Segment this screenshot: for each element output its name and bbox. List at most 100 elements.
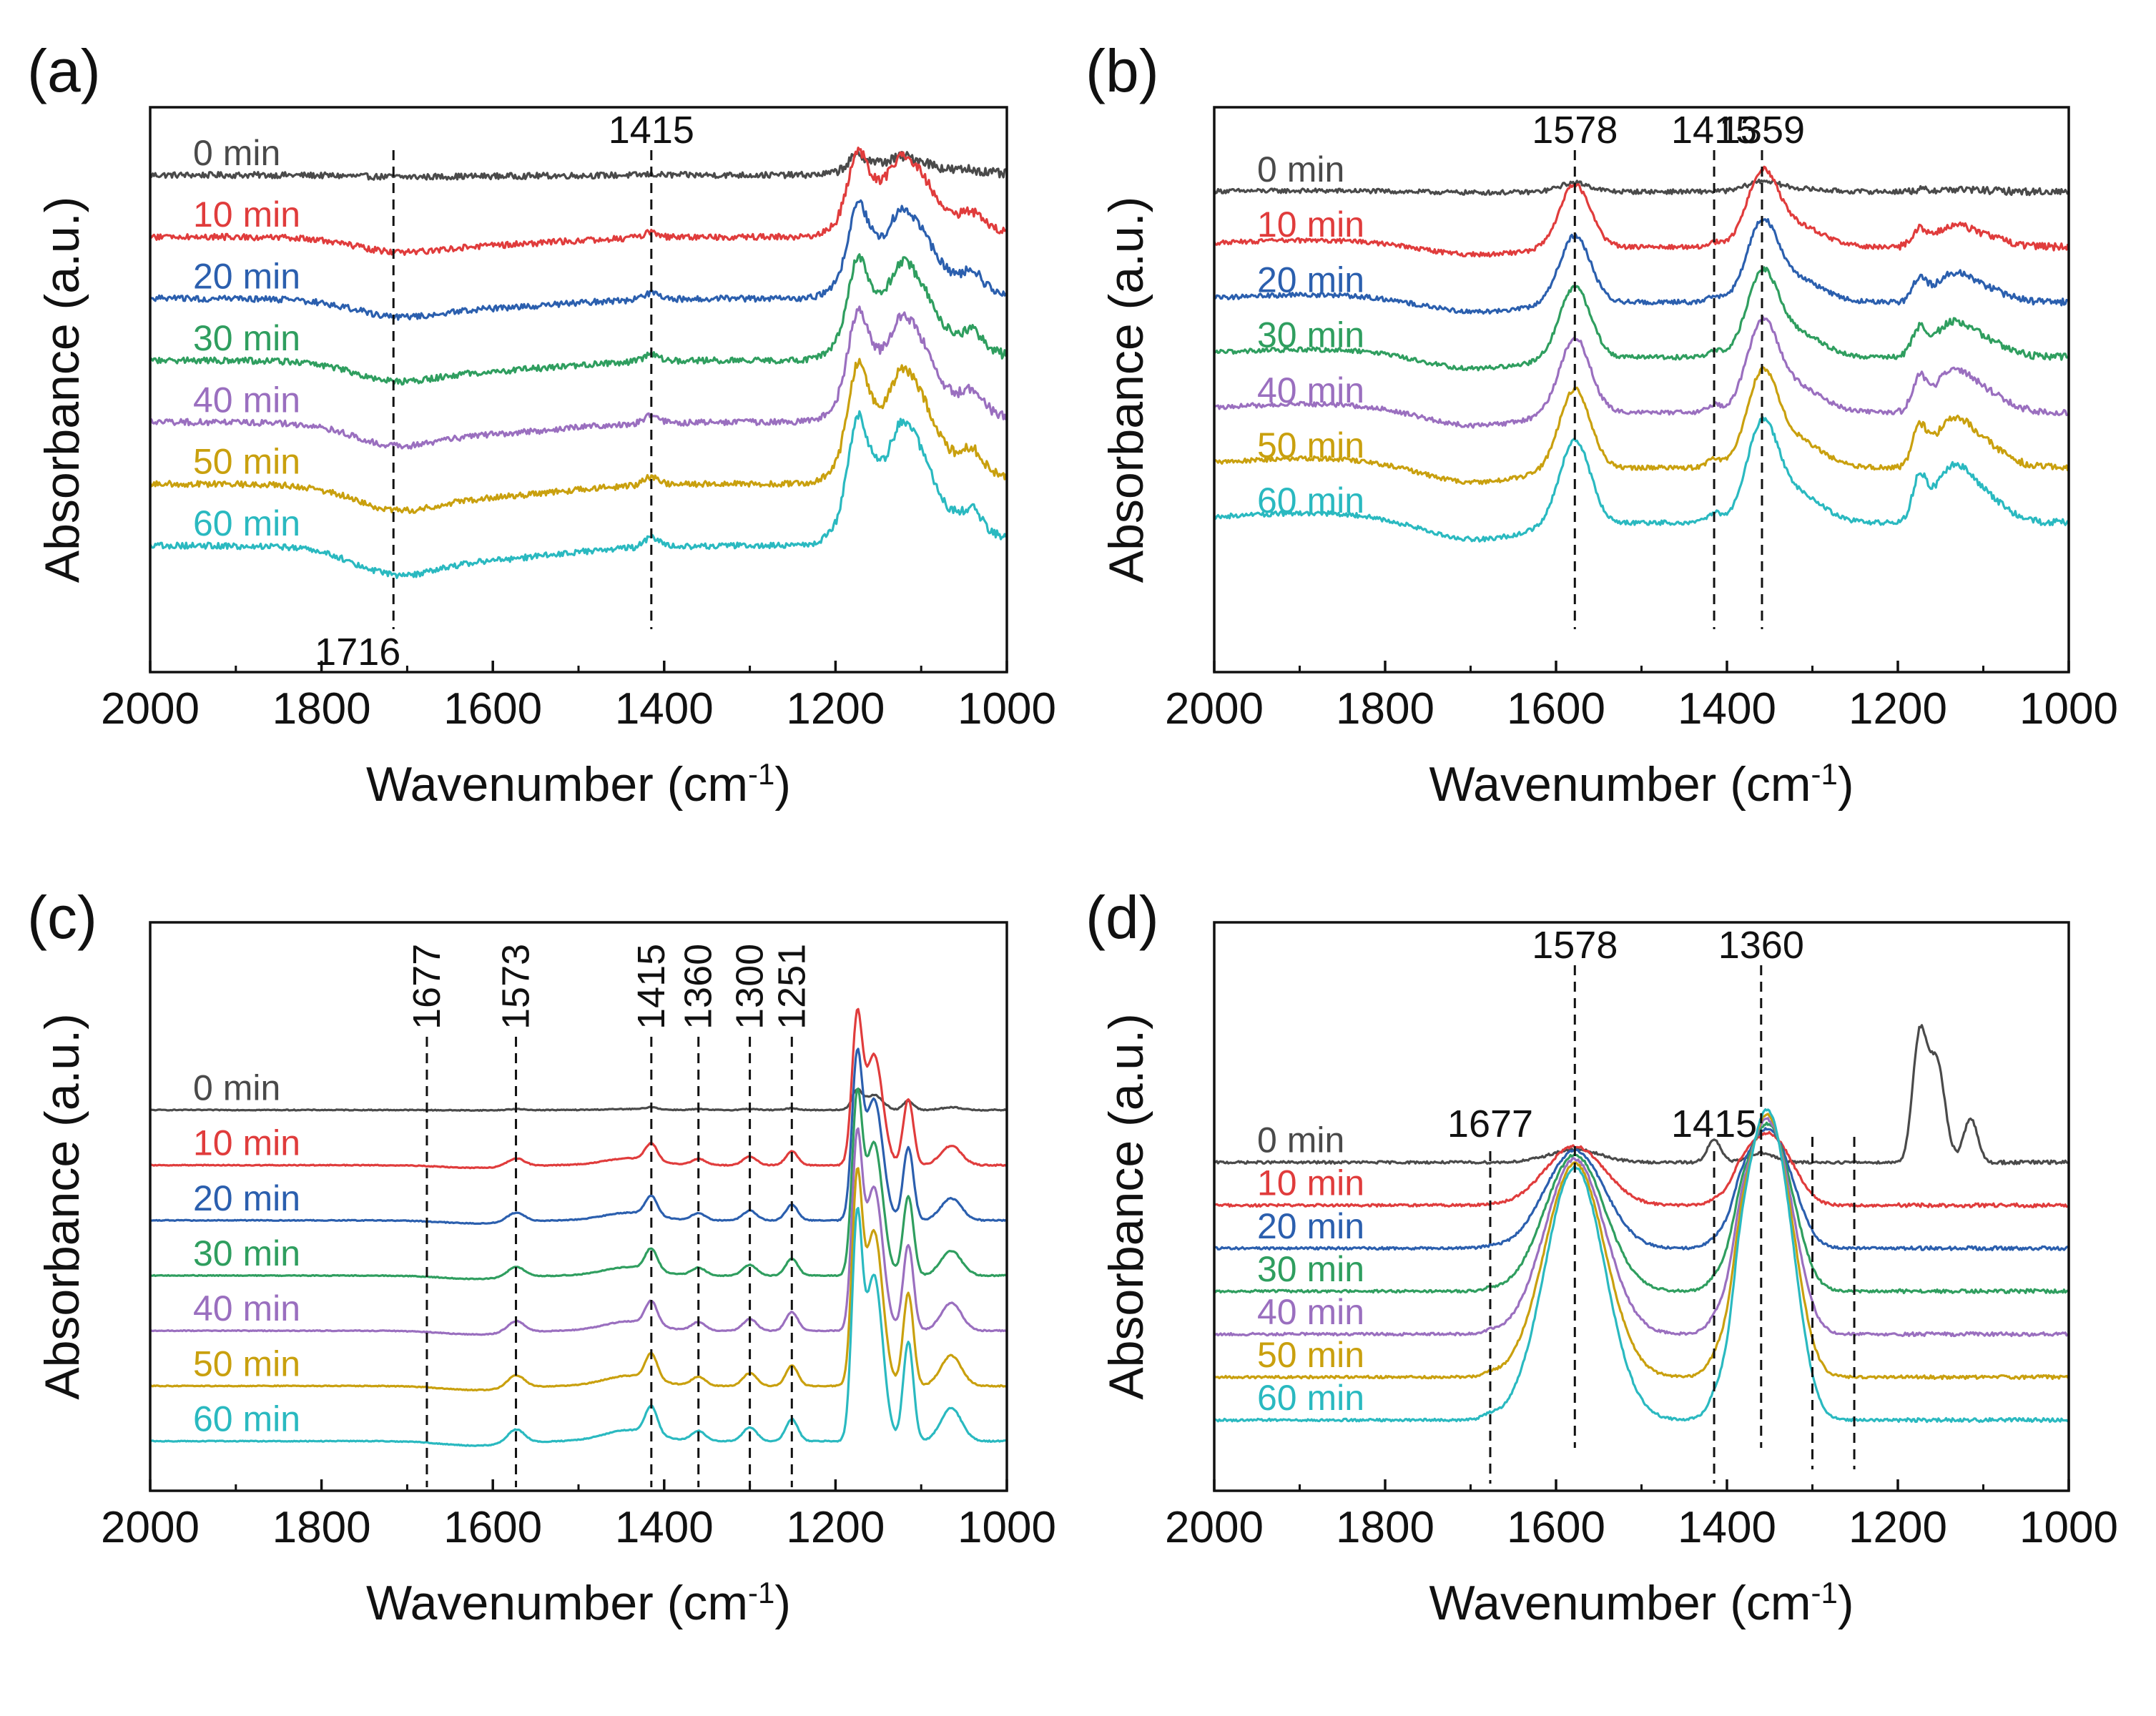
x-tick-label: 2000 xyxy=(101,684,200,734)
x-tick-label: 1600 xyxy=(1507,1503,1605,1552)
series-label: 0 min xyxy=(1257,149,1344,189)
series-label: 40 min xyxy=(1257,1292,1364,1332)
panel-b: 0 min 10 min 20 min 30 min 40 min 50 min 60 mi… xyxy=(1086,37,2118,812)
x-tick-label: 1600 xyxy=(443,1503,542,1552)
series-line-60-min xyxy=(150,410,1007,579)
series-line-10-min xyxy=(1214,1130,2068,1208)
series-group xyxy=(1214,165,2069,543)
series-line-30-min xyxy=(1214,266,2068,372)
series-line-30-min xyxy=(150,253,1007,386)
series-label: 30 min xyxy=(1257,1249,1364,1289)
y-axis-label: Absorbance (a.u.) xyxy=(1099,197,1153,583)
series-label: 0 min xyxy=(1257,1120,1344,1160)
series-group xyxy=(150,147,1007,579)
series-label: 0 min xyxy=(193,1067,280,1108)
annotation-label: 1300 xyxy=(729,944,772,1030)
series-line-60-min xyxy=(150,1207,1006,1447)
series-line-20-min xyxy=(1214,218,2069,315)
annotation-label: 1360 xyxy=(677,944,720,1030)
x-tick-label: 1200 xyxy=(786,684,885,734)
annotation-label: 1359 xyxy=(1719,109,1805,152)
annotation-label: 1415 xyxy=(630,944,673,1030)
series-label: 30 min xyxy=(193,318,300,358)
series-label: 10 min xyxy=(193,1123,300,1163)
annotation-label: 1251 xyxy=(770,944,813,1030)
annotation-label: 1677 xyxy=(405,944,448,1030)
series-line-50-min xyxy=(150,1167,1007,1392)
annotation-label: 1415 xyxy=(609,109,694,152)
x-tick-label: 1000 xyxy=(2019,684,2118,734)
annotation-label: 1716 xyxy=(315,631,400,674)
x-tick-label: 2000 xyxy=(101,1503,200,1552)
x-tick-label: 1800 xyxy=(1336,684,1434,734)
y-axis-label: Absorbance (a.u.) xyxy=(35,197,89,583)
series-label: 20 min xyxy=(1257,1206,1364,1246)
series-label: 50 min xyxy=(193,442,300,482)
x-axis-label: Wavenumber (cm-1) xyxy=(366,757,791,812)
series-line-20-min xyxy=(1214,1127,2069,1251)
x-tick-label: 1400 xyxy=(615,1503,714,1552)
panel-label: (c) xyxy=(27,884,97,951)
series-label: 50 min xyxy=(193,1343,300,1384)
series-line-60-min xyxy=(1214,416,2069,543)
y-axis-label: Absorbance (a.u.) xyxy=(35,1013,89,1400)
x-tick-label: 1600 xyxy=(1507,684,1605,734)
y-axis-label: Absorbance (a.u.) xyxy=(1099,1013,1153,1400)
series-label: 10 min xyxy=(1257,1163,1364,1203)
series-label: 0 min xyxy=(193,133,280,173)
annotation-label: 1677 xyxy=(1447,1103,1533,1145)
x-tick-label: 1200 xyxy=(1849,1503,1947,1552)
annotation-label: 1578 xyxy=(1532,924,1618,967)
x-tick-label: 1400 xyxy=(615,684,714,734)
series-line-50-min xyxy=(150,358,1007,514)
series-label: 50 min xyxy=(1257,1335,1364,1375)
series-label: 10 min xyxy=(193,194,300,235)
series-line-0-min xyxy=(1214,1024,2069,1165)
panel-a: 0 min 10 min 20 min 30 min 40 min 50 min 60 mi… xyxy=(27,37,1056,812)
x-tick-label: 2000 xyxy=(1165,684,1264,734)
panel-c: 0 min 10 min 20 min 30 min 40 min 50 min 60 mi… xyxy=(27,884,1056,1630)
series-label: 20 min xyxy=(193,257,300,297)
x-tick-label: 1400 xyxy=(1678,684,1776,734)
x-tick-label: 1400 xyxy=(1678,1503,1776,1552)
annotation-label: 1415 xyxy=(1671,1103,1757,1145)
x-tick-label: 1000 xyxy=(958,684,1056,734)
x-tick-label: 1600 xyxy=(443,684,542,734)
series-line-10-min xyxy=(1214,165,2069,258)
series-label: 60 min xyxy=(1257,480,1364,521)
series-line-40-min xyxy=(1214,315,2069,429)
series-line-50-min xyxy=(1214,1113,2069,1381)
series-line-40-min xyxy=(150,305,1007,450)
annotation-label: 1573 xyxy=(495,944,538,1030)
series-line-50-min xyxy=(1214,366,2069,485)
x-tick-label: 1800 xyxy=(1336,1503,1434,1552)
annotation-label: 1578 xyxy=(1532,109,1618,152)
series-line-0-min xyxy=(1214,178,2069,197)
series-label: 60 min xyxy=(1257,1378,1364,1418)
x-tick-label: 1000 xyxy=(2019,1503,2118,1552)
x-tick-label: 1800 xyxy=(272,1503,371,1552)
x-axis-label: Wavenumber (cm-1) xyxy=(1429,1576,1854,1631)
x-axis-label: Wavenumber (cm-1) xyxy=(1429,757,1854,812)
panel-label: (d) xyxy=(1086,884,1159,951)
series-line-40-min xyxy=(1214,1117,2069,1338)
series-label: 40 min xyxy=(1257,370,1364,410)
x-axis-label: Wavenumber (cm-1) xyxy=(366,1576,791,1631)
series-line-30-min xyxy=(1214,1121,2069,1295)
series-line-10-min xyxy=(150,147,1007,256)
series-label: 40 min xyxy=(193,380,300,420)
series-label: 30 min xyxy=(193,1233,300,1273)
annotation-label: 1415 xyxy=(1671,109,1757,152)
series-line-60-min xyxy=(1214,1108,2069,1424)
series-label: 40 min xyxy=(193,1288,300,1328)
annotation-label: 1360 xyxy=(1718,924,1804,967)
series-line-20-min xyxy=(150,199,1007,321)
series-label: 20 min xyxy=(1257,260,1364,300)
series-label: 10 min xyxy=(1257,204,1364,245)
x-tick-label: 1800 xyxy=(272,684,371,734)
series-line-20-min xyxy=(150,1047,1007,1226)
series-line-10-min xyxy=(150,1007,1007,1170)
panel-label: (b) xyxy=(1086,37,1159,104)
